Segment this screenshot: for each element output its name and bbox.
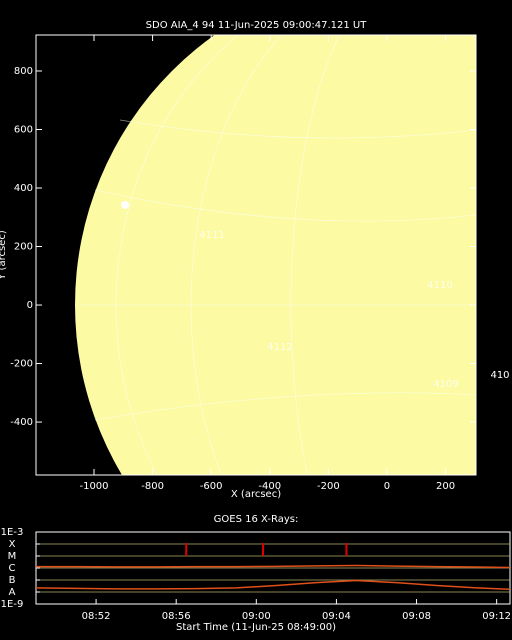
- x-tick-label: 09:08: [402, 611, 431, 622]
- solar-image: [75, 35, 476, 475]
- y-tick-label: X: [9, 539, 16, 550]
- y-tick-label: C: [9, 563, 16, 574]
- x-tick-label: -600: [200, 481, 223, 492]
- x-tick-label: 200: [436, 481, 455, 492]
- y-tick-label: 800: [14, 66, 33, 77]
- x-tick-label: -1000: [79, 481, 108, 492]
- x-tick-label: -200: [317, 481, 340, 492]
- x-tick-label: 08:56: [162, 611, 191, 622]
- y-axis-label: Y (arcsec): [0, 230, 8, 281]
- heliographic-grid: [80, 35, 476, 475]
- y-tick-label: A: [9, 587, 16, 598]
- goes-title: GOES 16 X-Rays:: [214, 514, 299, 525]
- image-title: SDO AIA_4 94 11-Jun-2025 09:00:47.121 UT: [146, 20, 368, 31]
- y-tick-label: 1E-3: [1, 527, 24, 538]
- y-tick-label: 400: [14, 183, 33, 194]
- y-tick-label: 1E-9: [1, 599, 24, 610]
- y-tick-label: M: [8, 551, 17, 562]
- x-tick-label: 09:04: [322, 611, 351, 622]
- x-axis-label: X (arcsec): [231, 489, 281, 500]
- x-tick-label: 09:12: [482, 611, 511, 622]
- x-tick-label: 0: [384, 481, 390, 492]
- region-label: 4112: [267, 342, 292, 353]
- flux-line: [36, 564, 511, 569]
- region-label: 4110: [427, 280, 452, 291]
- x-tick-label: -800: [141, 481, 164, 492]
- x-tick-label: 08:52: [82, 611, 111, 622]
- plot-frame: [35, 34, 477, 476]
- region-label: 4111: [199, 230, 224, 241]
- y-tick-label: -400: [10, 417, 33, 428]
- x-tick-label: -400: [258, 481, 281, 492]
- goes-x-label: Start Time (11-Jun-25 08:49:00): [176, 622, 336, 633]
- y-tick-label: B: [9, 575, 16, 586]
- y-tick-label: 600: [14, 124, 33, 135]
- x-tick-label: 09:00: [242, 611, 271, 622]
- bright-point: [121, 201, 129, 209]
- region-label: 4109: [433, 379, 458, 390]
- y-tick-label: -200: [10, 359, 33, 370]
- y-tick-label: 200: [14, 242, 33, 253]
- solar-disk: [75, 35, 476, 475]
- y-tick-label: 0: [27, 300, 33, 311]
- flux-line: [35, 579, 511, 590]
- region-label: 410: [490, 370, 509, 381]
